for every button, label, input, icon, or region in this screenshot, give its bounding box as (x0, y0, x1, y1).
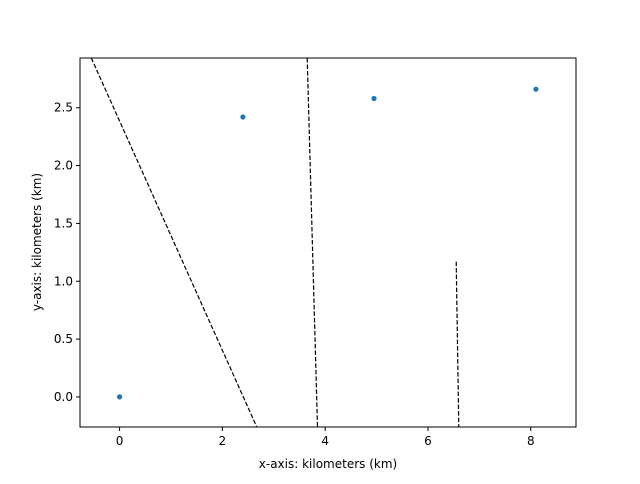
x-axis-ticks: 0 2 4 6 8 (116, 427, 535, 448)
x-tick-label: 2 (219, 434, 227, 448)
y-tick-label: 0.5 (54, 332, 73, 346)
dashed-line-2 (306, 57, 319, 428)
dashed-lines (90, 57, 460, 428)
y-tick-label: 2.0 (54, 159, 73, 173)
scatter-points (117, 86, 539, 400)
data-point-1 (117, 394, 123, 400)
y-tick-label: 2.5 (54, 101, 73, 115)
data-point-2 (240, 114, 246, 120)
plot-frame (79, 57, 577, 428)
data-point-4 (533, 86, 539, 92)
y-axis-label: y-axis: kilometers (km) (30, 173, 44, 311)
y-axis-ticks: 0.0 0.5 1.0 1.5 2.0 2.5 (54, 101, 80, 404)
x-tick-label: 6 (424, 434, 432, 448)
x-tick-label: 0 (116, 434, 124, 448)
dashed-line-3 (455, 261, 460, 428)
data-point-3 (371, 95, 377, 102)
x-tick-label: 4 (321, 434, 329, 448)
y-tick-label: 1.0 (54, 274, 73, 288)
y-tick-label: 1.5 (54, 216, 73, 230)
dashed-line-1 (90, 57, 258, 428)
x-tick-label: 8 (527, 434, 535, 448)
x-axis-label: x-axis: kilometers (km) (259, 457, 397, 471)
y-tick-label: 0.0 (54, 390, 73, 404)
